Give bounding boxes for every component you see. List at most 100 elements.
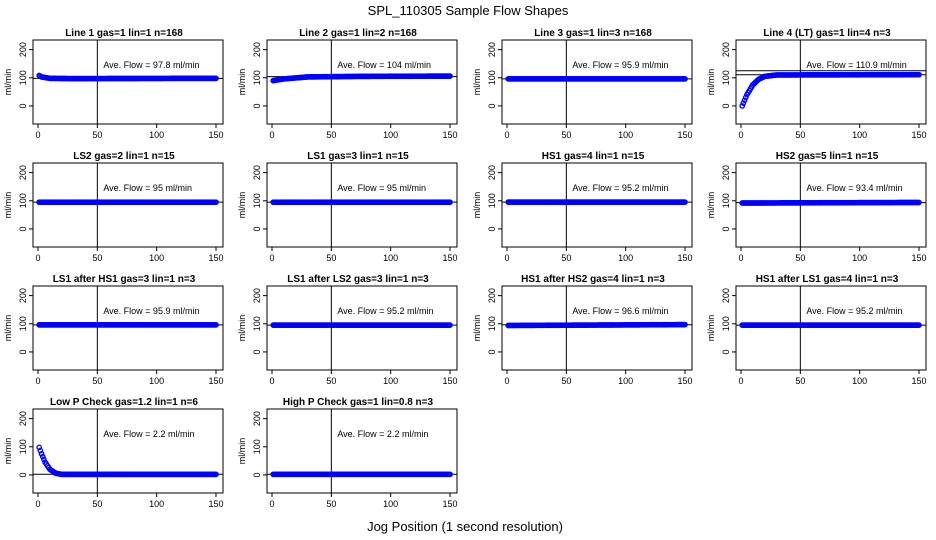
x-tick-label: 50 — [561, 376, 571, 386]
x-tick-label: 0 — [35, 253, 40, 263]
panel: LS1 gas=3 lin=1 n=15 0 100 200 ml/min 0 50 100 1… — [237, 151, 458, 263]
panel: Line 1 gas=1 lin=1 n=168 0 100 200 ml/min 0 50… — [3, 28, 224, 140]
x-tick-label: 0 — [269, 499, 274, 509]
panel-title: LS2 gas=2 lin=1 n=15 — [73, 151, 175, 162]
x-tick-label: 100 — [383, 130, 398, 140]
plot-frame — [32, 162, 224, 248]
x-tick-label: 150 — [677, 130, 692, 140]
average-flow-annotation: Ave. Flow = 93.4 ml/min — [806, 183, 902, 193]
data-point — [36, 444, 43, 451]
data-series — [739, 71, 922, 109]
y-axis-label: ml/min — [3, 315, 13, 342]
data-point — [213, 199, 219, 206]
data-series — [36, 72, 219, 82]
data-series — [270, 199, 453, 206]
x-tick-label: 150 — [208, 499, 223, 509]
data-point — [682, 321, 688, 328]
y-axis-label: ml/min — [3, 69, 13, 96]
y-tick-label: 0 — [252, 349, 262, 354]
y-tick-label: 100 — [18, 439, 28, 454]
y-axis-label: ml/min — [472, 192, 482, 219]
panel: LS1 after HS1 gas=3 lin=1 n=3 0 100 200 ml/m… — [3, 274, 224, 386]
y-tick-label: 200 — [487, 288, 497, 303]
y-axis-label: ml/min — [237, 315, 247, 342]
x-tick-label: 0 — [35, 376, 40, 386]
data-point — [213, 471, 219, 478]
panel: High P Check gas=1 lin=0.8 n=3 0 100 200 ml/… — [237, 397, 458, 509]
x-tick-label: 50 — [795, 376, 805, 386]
plot-frame — [735, 285, 927, 371]
y-tick-label: 0 — [18, 472, 28, 477]
y-axis-label: ml/min — [237, 192, 247, 219]
x-tick-label: 100 — [852, 130, 867, 140]
plot-frame — [501, 39, 693, 125]
x-tick-label: 50 — [326, 499, 336, 509]
y-axis-label: ml/min — [237, 69, 247, 96]
y-tick-label: 0 — [18, 349, 28, 354]
y-tick-label: 0 — [721, 103, 731, 108]
y-axis-label: ml/min — [472, 315, 482, 342]
x-tick-label: 0 — [269, 253, 274, 263]
panel-title: HS1 after HS2 gas=4 lin=1 n=3 — [521, 274, 665, 285]
plot-frame — [501, 162, 693, 248]
data-point — [742, 94, 749, 101]
plot-frame — [266, 408, 458, 494]
average-flow-annotation: Ave. Flow = 95 ml/min — [103, 183, 192, 193]
plot-frame — [735, 39, 927, 125]
panel-title: LS1 gas=3 lin=1 n=15 — [307, 151, 409, 162]
y-tick-label: 0 — [721, 349, 731, 354]
panel: HS2 gas=5 lin=1 n=15 0 100 200 ml/min 0 50 100 1… — [706, 151, 927, 263]
x-tick-label: 100 — [149, 130, 164, 140]
average-flow-annotation: Ave. Flow = 2.2 ml/min — [337, 429, 428, 439]
y-tick-label: 100 — [487, 316, 497, 331]
y-tick-label: 100 — [252, 193, 262, 208]
x-tick-label: 0 — [504, 130, 509, 140]
x-tick-label: 150 — [911, 376, 926, 386]
x-tick-label: 0 — [504, 376, 509, 386]
y-axis-label: ml/min — [472, 69, 482, 96]
data-point — [739, 103, 746, 109]
y-tick-label: 200 — [18, 288, 28, 303]
panel-title: Line 4 (LT) gas=1 lin=4 n=3 — [763, 28, 891, 39]
panel-title: Line 2 gas=1 lin=2 n=168 — [299, 28, 417, 39]
x-tick-label: 150 — [911, 130, 926, 140]
data-point — [41, 456, 47, 463]
y-axis-label: ml/min — [706, 315, 716, 342]
y-tick-label: 200 — [18, 42, 28, 57]
panel: HS1 after HS2 gas=4 lin=1 n=3 0 100 200 ml/m… — [472, 274, 693, 386]
average-flow-annotation: Ave. Flow = 97.8 ml/min — [103, 60, 199, 70]
y-axis-label: ml/min — [706, 192, 716, 219]
x-tick-label: 0 — [35, 130, 40, 140]
data-series — [739, 322, 922, 328]
data-point — [740, 100, 747, 106]
panel: HS1 gas=4 lin=1 n=15 0 100 200 ml/min 0 50 100 1… — [472, 151, 693, 263]
y-tick-label: 100 — [721, 193, 731, 208]
plot-frame — [266, 285, 458, 371]
x-tick-label: 150 — [442, 376, 457, 386]
x-tick-label: 50 — [92, 253, 102, 263]
average-flow-annotation: Ave. Flow = 95 ml/min — [337, 183, 426, 193]
x-tick-label: 100 — [383, 499, 398, 509]
plot-frame — [735, 162, 927, 248]
panel-title: Low P Check gas=1.2 lin=1 n=6 — [50, 397, 198, 408]
y-tick-label: 0 — [487, 226, 497, 231]
y-axis-label: ml/min — [3, 192, 13, 219]
data-series — [270, 471, 453, 478]
panel-title: HS1 after LS1 gas=4 lin=1 n=3 — [756, 274, 899, 285]
x-tick-label: 150 — [442, 130, 457, 140]
average-flow-annotation: Ave. Flow = 95.2 ml/min — [572, 183, 668, 193]
x-tick-label: 0 — [738, 130, 743, 140]
x-tick-label: 0 — [35, 499, 40, 509]
x-tick-label: 150 — [208, 253, 223, 263]
x-tick-label: 50 — [326, 376, 336, 386]
data-series — [505, 321, 688, 329]
y-tick-label: 200 — [721, 42, 731, 57]
y-tick-label: 200 — [252, 411, 262, 426]
x-tick-label: 150 — [442, 253, 457, 263]
x-tick-label: 0 — [269, 376, 274, 386]
panel: HS1 after LS1 gas=4 lin=1 n=3 0 100 200 ml/m… — [706, 274, 927, 386]
plot-frame — [266, 39, 458, 125]
x-tick-label: 50 — [561, 253, 571, 263]
data-series — [505, 199, 688, 205]
panel-title: HS1 gas=4 lin=1 n=15 — [542, 151, 645, 162]
